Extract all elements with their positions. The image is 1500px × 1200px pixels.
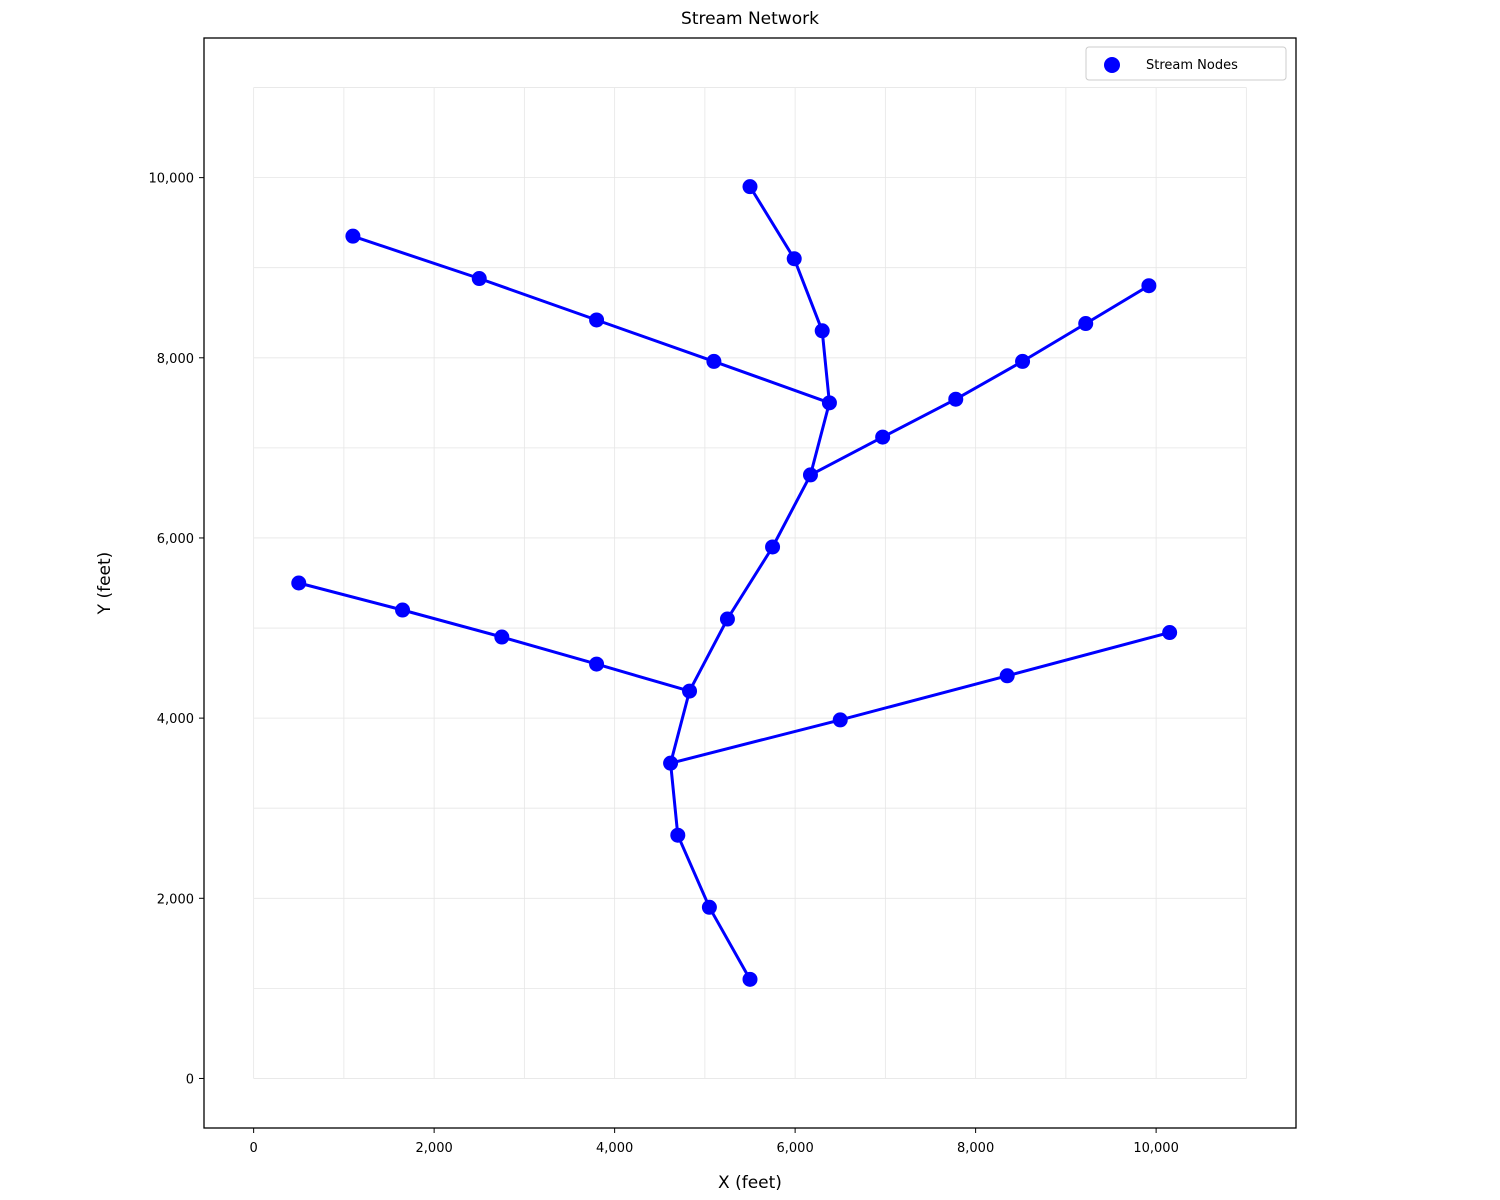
stream-node-point (471, 271, 487, 287)
x-tick-label: 10,000 (1133, 1141, 1179, 1156)
y-tick-label: 6,000 (157, 532, 194, 547)
stream-node-point (786, 251, 802, 267)
stream-node-point (821, 395, 837, 411)
x-tick-label: 0 (249, 1141, 257, 1156)
stream-node-point (670, 827, 686, 843)
y-tick-label: 2,000 (157, 892, 194, 907)
stream-node-point (345, 228, 361, 244)
stream-node-point (589, 656, 605, 672)
stream-node-point (742, 179, 758, 195)
axes-frame (203, 37, 1297, 1129)
stream-node-point (395, 602, 411, 618)
stream-node-point (663, 755, 679, 771)
stream-node-point (875, 429, 891, 445)
stream-node-point (742, 971, 758, 987)
chart-title: Stream Network (681, 9, 819, 29)
stream-node-point (1078, 316, 1094, 332)
stream-branch-line (809, 284, 1151, 477)
y-axis-ticks: 0 2,000 4,000 6,000 8,000 10,000 (149, 172, 204, 1087)
stream-branch-line (669, 185, 831, 981)
stream-node-point (494, 629, 510, 645)
x-tick-label: 2,000 (416, 1141, 453, 1156)
grid (253, 87, 1247, 1079)
stream-node-point (1015, 353, 1031, 369)
stream-node-point (719, 611, 735, 627)
stream-node-point (589, 312, 605, 328)
stream-node-point (802, 467, 818, 483)
legend-label: Stream Nodes (1146, 58, 1238, 73)
stream-branch-line (669, 631, 1172, 765)
x-tick-label: 6,000 (777, 1141, 814, 1156)
stream-branches (297, 185, 1172, 981)
y-tick-label: 10,000 (149, 172, 195, 187)
stream-node-point (999, 668, 1015, 684)
y-tick-label: 4,000 (157, 712, 194, 727)
stream-nodes (291, 179, 1178, 987)
stream-node-point (1162, 625, 1178, 641)
x-tick-label: 4,000 (596, 1141, 633, 1156)
stream-node-point (832, 712, 848, 728)
stream-branch-line (297, 581, 691, 693)
stream-node-point (682, 683, 698, 699)
y-tick-label: 8,000 (157, 352, 194, 367)
legend: Stream Nodes (1085, 46, 1287, 81)
x-tick-label: 8,000 (957, 1141, 994, 1156)
stream-node-point (814, 323, 830, 339)
legend-box (1085, 46, 1287, 81)
y-tick-label: 0 (186, 1072, 194, 1087)
stream-node-point (701, 899, 717, 915)
y-axis-label: Y (feet) (95, 552, 115, 616)
stream-node-point (948, 391, 964, 407)
stream-node-point (291, 575, 307, 591)
stream-node-point (1141, 278, 1157, 294)
x-axis-ticks: 0 2,000 4,000 6,000 8,000 10,000 (249, 1128, 1179, 1156)
stream-node-point (706, 353, 722, 369)
x-axis-label: X (feet) (718, 1173, 782, 1193)
stream-node-point (765, 539, 781, 555)
legend-marker (1104, 57, 1120, 73)
